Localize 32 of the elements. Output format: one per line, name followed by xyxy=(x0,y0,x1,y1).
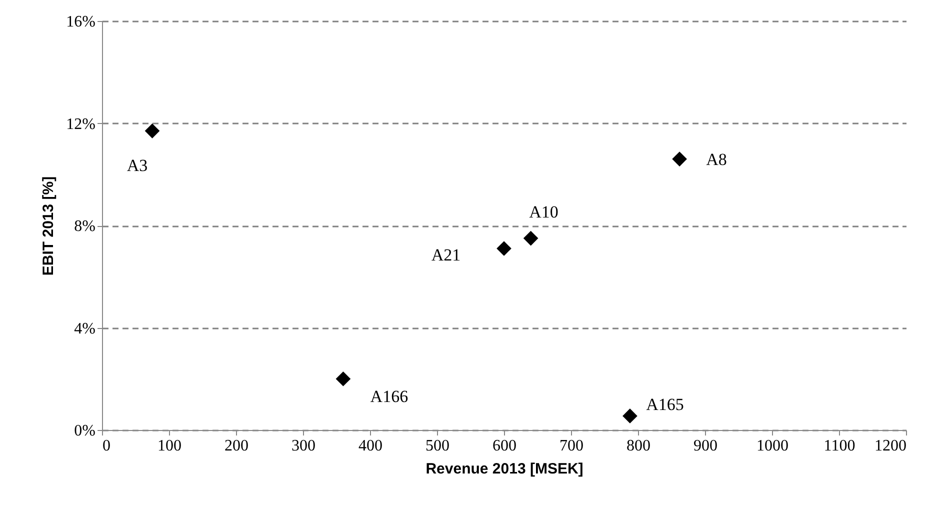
x-axis-title: Revenue 2013 [MSEK] xyxy=(426,460,584,478)
x-tick-label: 700 xyxy=(560,438,584,454)
x-tick-label: 300 xyxy=(292,438,316,454)
y-tick-label: 16% xyxy=(66,14,96,30)
annotation: A8 xyxy=(706,150,727,170)
annotation: A3 xyxy=(126,156,148,175)
y-axis-title: EBIT 2013 [%] xyxy=(40,176,58,276)
y-tick-label: 4% xyxy=(74,320,96,338)
annotation: A10 xyxy=(529,202,558,222)
x-tick-label: 200 xyxy=(224,438,248,454)
annotation: A166 xyxy=(370,386,408,406)
annotation: A21 xyxy=(431,246,461,265)
point xyxy=(144,124,160,138)
x-tick-label: 100 xyxy=(158,438,182,454)
x-tick-label: 0 xyxy=(102,438,110,454)
x-tick-label: 600 xyxy=(492,438,516,454)
x-tick-label: 400 xyxy=(358,438,382,454)
x-tick-label: 1200 xyxy=(874,438,906,454)
x-tick-label: 500 xyxy=(426,438,450,454)
point xyxy=(523,230,538,246)
x-tick-label: 1100 xyxy=(824,438,856,454)
x-tick-label: 1000 xyxy=(756,438,788,454)
point xyxy=(622,408,638,424)
y-tick-label: 0% xyxy=(74,422,96,440)
y-tick-label: 8% xyxy=(74,218,96,235)
point xyxy=(672,152,687,166)
point xyxy=(336,371,351,386)
point xyxy=(496,241,512,256)
annotation: A165 xyxy=(646,394,684,414)
x-tick-label: 900 xyxy=(694,438,718,454)
x-tick-label: 800 xyxy=(626,438,650,454)
y-tick-label: 12% xyxy=(66,116,96,133)
